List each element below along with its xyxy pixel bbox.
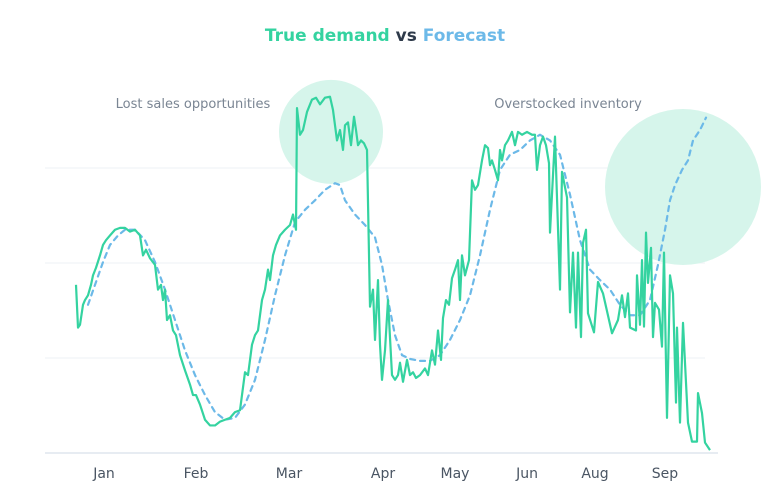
title-vs: vs [396, 26, 417, 46]
x-tick-label: Mar [276, 466, 303, 482]
x-axis-ticks: Jan Feb Mar Apr May Jun Aug Sep [92, 466, 678, 482]
annotation-lost-sales: Lost sales opportunities [116, 97, 271, 112]
highlight-circle [605, 109, 761, 265]
highlight-circles [279, 79, 761, 265]
annotation-overstocked: Overstocked inventory [494, 97, 642, 112]
x-tick-label: Aug [581, 466, 608, 482]
title-forecast: Forecast [423, 26, 505, 46]
x-tick-label: Feb [184, 466, 209, 482]
series-lines [74, 95, 711, 451]
x-tick-label: Jun [515, 466, 538, 482]
true-demand-line [74, 95, 711, 451]
chart-title: True demand vs Forecast [265, 26, 505, 46]
x-tick-label: Sep [652, 466, 679, 482]
annotations: Lost sales opportunities Overstocked inv… [116, 97, 642, 112]
x-tick-label: Jan [92, 466, 115, 482]
highlight-circle [279, 79, 383, 184]
x-tick-label: May [441, 466, 470, 482]
title-true-demand: True demand [265, 26, 390, 46]
x-tick-label: Apr [371, 466, 395, 482]
